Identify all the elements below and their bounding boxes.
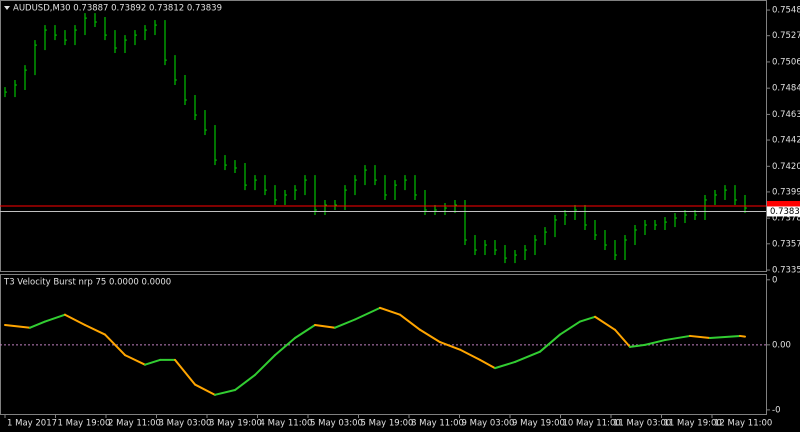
y-tick-label: 0 [772,275,777,285]
indicator-segment [514,350,541,363]
x-tick-label: 1 May 19:00 [58,419,111,429]
indicator-segment [459,348,481,361]
indicator-segment [104,333,126,357]
indicator-segment [29,320,46,329]
indicator-segment [594,315,616,331]
price-pane-border [0,0,767,272]
indicator-segment [214,389,236,396]
x-tick-label: 11 May 03:00 [613,419,671,429]
indicator-segment [64,313,86,326]
indicator-segment [84,323,106,336]
indicator-segment [174,358,196,386]
x-tick-label: 4 May 11:00 [260,419,313,429]
indicator-segment [439,341,461,351]
bid-label: 0.73839 [770,207,800,217]
x-tick-label: 5 May 19:00 [361,419,414,429]
indicator-segment [559,320,581,336]
indicator-segment [314,323,336,329]
y-tick-label: 0.73359 [772,266,800,276]
x-tick-label: 9 May 19:00 [512,419,565,429]
y-tick-label: 0.73784 [772,214,800,224]
indicator-segment [254,354,276,376]
symbol-icon [4,6,10,10]
y-tick-label: 0.75489 [772,6,800,16]
indicator-segment [194,383,216,396]
x-tick-label: 10 May 11:00 [563,419,621,429]
x-tick-label: 9 May 03:00 [462,419,515,429]
x-tick-label: 11 May 19:00 [664,419,722,429]
indicator-segment [494,360,516,370]
indicator-segment [354,306,381,321]
y-tick-label: 0.74849 [772,84,800,94]
y-tick-label: 0.00 [772,340,791,350]
indicator-segment [539,333,561,353]
indicator-segment [739,334,746,338]
x-tick-label: 5 May 03:00 [310,419,363,429]
indicator-segment [419,328,441,344]
y-tick-label: 0.75064 [772,57,800,67]
indicator-segment [144,358,161,366]
indicator-segment [399,313,421,331]
indicator-title: T3 Velocity Burst nrp 75 0.0000 0.0000 [3,278,171,288]
indicator-segment [579,315,596,323]
indicator-segment [124,354,146,366]
indicator-segment [379,306,401,316]
y-tick-label: 0.73574 [772,239,800,249]
x-tick-label: 1 May 2017 [7,419,57,429]
indicator-segment [664,334,691,342]
indicator-segment [709,334,741,339]
y-tick-label: -0 [772,405,780,415]
indicator-segment [644,339,666,346]
price-title: AUDUSD,M30 0.73887 0.73892 0.73812 0.738… [13,4,222,14]
x-tick-label: 8 May 11:00 [411,419,464,429]
y-tick-label: 0.74209 [772,162,800,172]
indicator-segment [614,328,631,348]
indicator-segment [479,358,496,370]
ask-label-box [767,200,800,211]
bid-label-box [767,206,800,217]
indicator-segment [294,323,316,339]
indicator-segment [234,373,256,392]
indicator-segment [44,313,66,323]
x-tick-label: 2 May 11:00 [108,419,161,429]
y-tick-label: 0.74634 [772,110,800,120]
x-tick-label: 3 May 03:00 [159,419,212,429]
indicator-segment [274,336,296,357]
y-tick-label: 0.75279 [772,31,800,41]
x-tick-label: 12 May 11:00 [714,419,772,429]
y-tick-label: 0.73999 [772,187,800,197]
indicator-segment [629,343,646,348]
y-tick-label: 0.74424 [772,136,800,146]
indicator-segment [689,334,711,339]
x-tick-label: 3 May 19:00 [209,419,262,429]
indicator-segment [4,323,31,329]
indicator-segment [334,318,356,329]
